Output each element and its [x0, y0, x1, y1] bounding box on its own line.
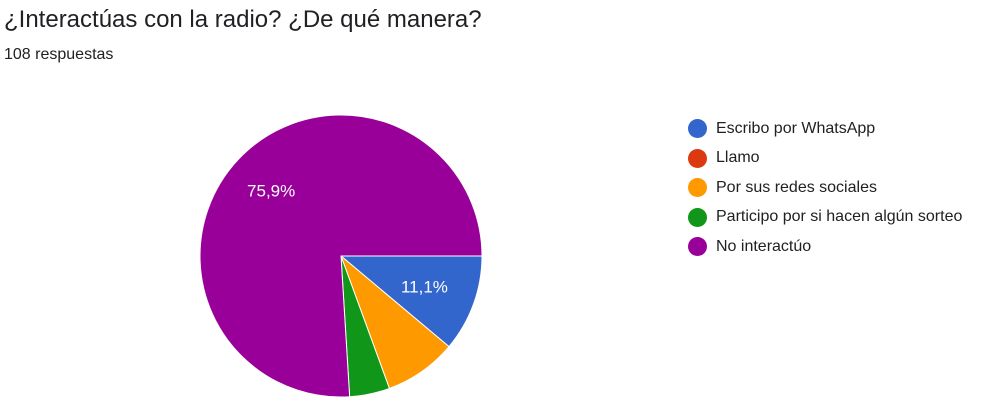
legend-label: Participo por si hacen algún sorteo [716, 208, 963, 226]
legend-swatch-icon [688, 178, 707, 198]
chart-title: ¿Interactúas con la radio? ¿De qué maner… [4, 6, 482, 33]
legend-item-redes-sociales[interactable]: Por sus redes sociales [688, 173, 962, 203]
pie-data-label: 75,9% [247, 181, 295, 200]
response-count: 108 respuestas [4, 46, 114, 63]
legend-swatch-icon [688, 207, 707, 227]
pie-data-label: 11,1% [401, 277, 448, 296]
legend-item-whatsapp[interactable]: Escribo por WhatsApp [688, 114, 962, 144]
legend-item-sorteo[interactable]: Participo por si hacen algún sorteo [688, 203, 962, 233]
legend-item-llamo[interactable]: Llamo [688, 144, 962, 174]
legend-swatch-icon [688, 119, 707, 139]
pie-slice-no-interactuo[interactable] [199, 114, 483, 398]
legend-swatch-icon [688, 148, 707, 168]
legend-label: No interactúo [716, 237, 812, 255]
legend: Escribo por WhatsApp Llamo Por sus redes… [688, 114, 962, 262]
legend-item-no-interactuo[interactable]: No interactúo [688, 232, 962, 262]
legend-label: Escribo por WhatsApp [716, 119, 876, 137]
legend-swatch-icon [688, 237, 707, 257]
legend-label: Llamo [716, 149, 760, 167]
legend-label: Por sus redes sociales [716, 178, 877, 196]
pie-slice-whatsapp[interactable] [339, 255, 483, 348]
